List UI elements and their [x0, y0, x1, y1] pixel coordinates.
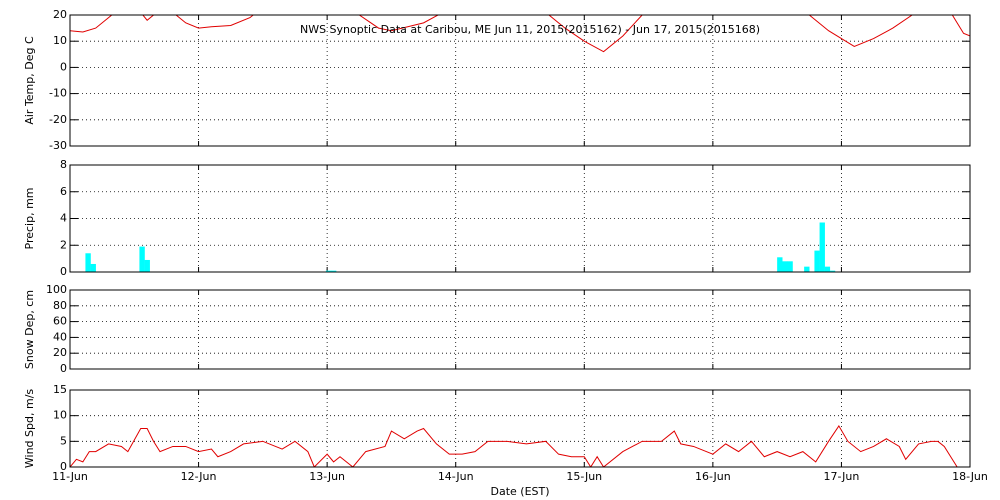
panel-frame	[69, 389, 971, 468]
bar	[144, 259, 150, 272]
y-tick-label: 4	[60, 212, 67, 225]
y-tick-label: -30	[49, 139, 67, 152]
bar	[819, 222, 825, 272]
bar	[782, 261, 788, 272]
plot-area	[85, 222, 836, 272]
x-tick-label: 11-Jun	[52, 470, 88, 483]
plot-area	[70, 424, 970, 467]
panel-frame	[69, 14, 971, 147]
y-axis-label: Air Temp, Deg C	[23, 36, 36, 125]
y-tick-label: -10	[49, 87, 67, 100]
bar	[90, 263, 96, 272]
x-tick-label: 14-Jun	[438, 470, 474, 483]
plot-area	[70, 15, 970, 53]
y-axis-label: Precip, mm	[23, 188, 36, 250]
bar	[814, 250, 820, 272]
chart-title: NWS Synoptic Data at Caribou, ME Jun 11,…	[300, 23, 760, 36]
y-axis-label: Snow Dep, cm	[23, 290, 36, 369]
x-tick-label: 16-Jun	[695, 470, 731, 483]
bar	[824, 266, 831, 272]
x-tick-label: 12-Jun	[181, 470, 217, 483]
y-tick-label: 0	[60, 60, 67, 73]
bar	[139, 246, 145, 272]
y-tick-label: 20	[53, 346, 67, 359]
y-tick-label: 8	[60, 158, 67, 171]
x-tick-label: 17-Jun	[824, 470, 860, 483]
y-axis-label: Wind Spd, m/s	[23, 389, 36, 469]
bar	[787, 261, 793, 272]
bar	[804, 266, 810, 272]
y-tick-label: 10	[53, 34, 67, 47]
bar	[829, 270, 836, 272]
bar	[331, 270, 337, 272]
x-tick-label: 18-Jun	[952, 470, 988, 483]
data-line	[70, 15, 970, 53]
x-tick-label: 15-Jun	[566, 470, 602, 483]
y-tick-label: 6	[60, 185, 67, 198]
y-tick-label: 0	[60, 362, 67, 375]
y-tick-label: 0	[60, 460, 67, 473]
x-axis-label: Date (EST)	[490, 485, 549, 498]
y-tick-label: 0	[60, 265, 67, 278]
y-tick-label: 80	[53, 299, 67, 312]
bar	[85, 253, 91, 272]
y-tick-label: 100	[46, 283, 67, 296]
y-tick-label: 5	[60, 434, 67, 447]
y-tick-label: 20	[53, 8, 67, 21]
y-tick-label: 10	[53, 409, 67, 422]
y-tick-label: 15	[53, 383, 67, 396]
y-tick-label: 2	[60, 238, 67, 251]
bar	[777, 257, 783, 272]
panel-frame	[69, 289, 971, 370]
bar	[325, 270, 332, 272]
y-tick-label: -20	[49, 113, 67, 126]
panel-frame	[69, 164, 971, 273]
x-tick-label: 13-Jun	[309, 470, 345, 483]
data-line	[70, 424, 970, 467]
y-tick-label: 40	[53, 330, 67, 343]
y-tick-label: 60	[53, 315, 67, 328]
